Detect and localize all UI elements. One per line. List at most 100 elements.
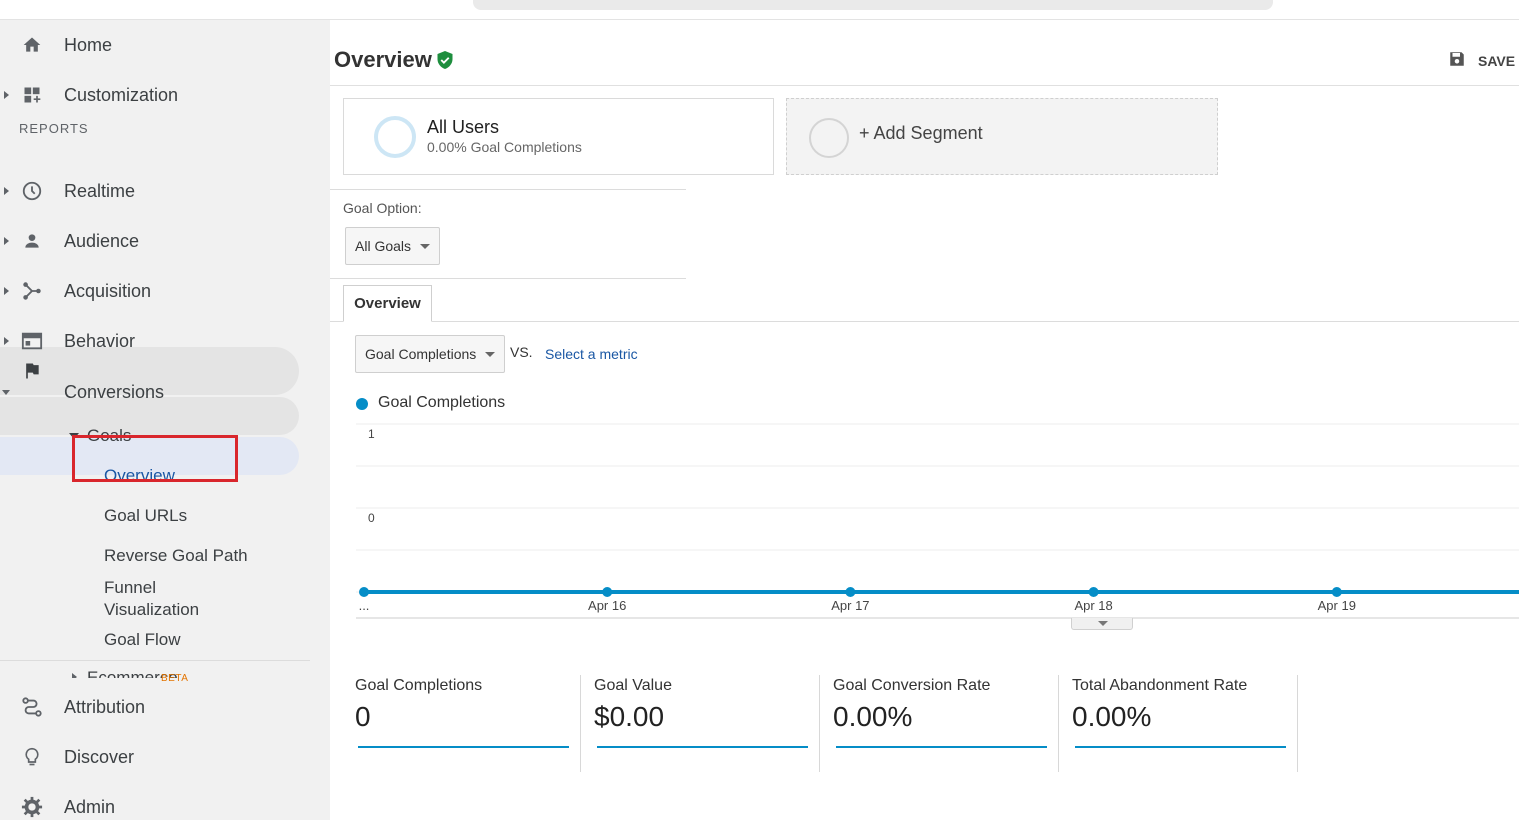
scorecard-goal-conversion-rate[interactable]: Goal Conversion Rate 0.00% (833, 675, 1053, 772)
clock-icon (20, 179, 44, 203)
scorecard-label: Goal Value (594, 677, 672, 694)
scorecard-sparkline (1075, 746, 1286, 748)
sidebar-item-audience[interactable]: Audience (0, 216, 330, 266)
legend-label: Goal Completions (378, 394, 506, 411)
sidebar-item-home[interactable]: Home (0, 20, 330, 70)
chevron-right-icon[interactable] (4, 237, 9, 245)
line-chart (356, 423, 1519, 619)
data-point[interactable] (1088, 587, 1099, 597)
chevron-right-icon[interactable] (4, 287, 9, 295)
segment-name: All Users (427, 117, 500, 137)
scorecard-label: Goal Conversion Rate (833, 677, 991, 694)
y-tick-label: 1 (368, 427, 375, 441)
tab-overview[interactable]: Overview (343, 285, 432, 322)
sidebar-item-label: Acquisition (64, 280, 152, 301)
sidebar-item-label: Home (64, 34, 113, 55)
select-metric-link[interactable]: Select a metric (545, 346, 638, 362)
verified-shield-icon (436, 50, 454, 75)
sidebar-item-funnel-visualization[interactable]: Funnel Visualization (104, 578, 200, 619)
flag-icon (20, 359, 44, 383)
legend-marker (356, 398, 368, 410)
sidebar-item-attribution[interactable]: Attribution (0, 682, 330, 732)
data-point[interactable] (359, 587, 369, 597)
segment-card-all-users[interactable]: All Users 0.00% Goal Completions (343, 98, 774, 175)
dropdown-arrow-icon (420, 244, 430, 249)
scorecard-label: Total Abandonment Rate (1072, 677, 1248, 694)
page-header: Overview SAVE (330, 20, 1519, 86)
conversions-highlight (0, 347, 299, 395)
scorecard-divider (580, 675, 581, 772)
page-title: Overview (334, 47, 432, 72)
scorecard-sparkline (597, 746, 808, 748)
sidebar-item-label: Behavior (64, 330, 136, 351)
scorecard-sparkline (836, 746, 1047, 748)
y-tick-label: 0 (368, 511, 375, 525)
sidebar-item-acquisition[interactable]: Acquisition (0, 266, 330, 316)
lightbulb-icon (20, 745, 44, 769)
scorecard-divider (1297, 675, 1298, 772)
sidebar-item-label: Customization (64, 84, 179, 105)
chevron-down-icon[interactable] (2, 390, 10, 395)
segment-placeholder-icon (809, 118, 849, 158)
sidebar-item-label: Conversions (64, 382, 165, 402)
scorecard-value: 0.00% (833, 701, 913, 732)
sidebar-item-ecommerce[interactable]: Ecommerce (72, 668, 252, 678)
chevron-right-icon (72, 673, 77, 678)
scorecard-goal-value[interactable]: Goal Value $0.00 (594, 675, 814, 772)
sidebar-item-admin[interactable]: Admin (0, 782, 330, 832)
window-icon (20, 329, 44, 353)
overview-highlight (0, 437, 299, 475)
sidebar-item-label: Audience (64, 230, 140, 251)
save-label: SAVE (1478, 52, 1516, 69)
sidebar-item-reverse-goal-path[interactable]: Reverse Goal Path (104, 546, 248, 565)
data-point[interactable] (845, 587, 856, 597)
sidebar-item-label: Admin (64, 796, 116, 817)
reports-section-label: REPORTS (19, 121, 89, 136)
highlight-box (72, 435, 238, 482)
add-segment-button[interactable]: + Add Segment (786, 98, 1218, 175)
segment-ring-icon (374, 116, 416, 158)
save-icon (1448, 50, 1466, 71)
home-icon (20, 33, 44, 57)
sidebar-item-realtime[interactable]: Realtime (0, 166, 330, 216)
goals-highlight (0, 397, 299, 435)
chevron-right-icon[interactable] (4, 337, 9, 345)
sidebar-item-discover[interactable]: Discover (0, 732, 330, 782)
chart-collapse-handle[interactable] (1071, 618, 1133, 630)
save-button[interactable]: SAVE (1448, 50, 1515, 71)
vs-label: VS. (510, 344, 533, 360)
top-search-bar[interactable] (473, 0, 1273, 10)
attribution-icon (20, 695, 44, 719)
scorecard-sparkline (358, 746, 569, 748)
data-point[interactable] (1331, 587, 1342, 597)
dropdown-arrow-icon (485, 352, 495, 357)
segment-subtitle: 0.00% Goal Completions (427, 139, 582, 155)
scorecard-value: 0.00% (1072, 701, 1152, 732)
branch-icon (20, 279, 44, 303)
sidebar-item-conversions[interactable]: Conversions (0, 346, 330, 402)
sidebar-item-label: Realtime (64, 180, 136, 201)
dashboard-grid-icon (20, 83, 44, 107)
sidebar-item-label: Discover (64, 746, 135, 767)
x-tick-label: Apr 16 (588, 598, 627, 613)
sidebar-item-label: Attribution (64, 696, 146, 717)
scorecard-goal-completions[interactable]: Goal Completions 0 (355, 675, 575, 772)
sidebar-item-goal-urls[interactable]: Goal URLs (104, 506, 188, 525)
goal-option-select[interactable]: All Goals (345, 227, 440, 265)
sidebar-item-customization[interactable]: Customization (0, 70, 330, 120)
scorecard-label: Goal Completions (355, 677, 483, 694)
scorecard-value: $0.00 (594, 701, 665, 732)
divider (330, 278, 686, 279)
person-icon (20, 229, 44, 253)
sidebar-item-label: Ecommerce (87, 668, 178, 678)
browser-top-bar (0, 0, 1519, 20)
chevron-right-icon[interactable] (4, 91, 9, 99)
divider (330, 189, 686, 190)
goal-option-label: Goal Option: (343, 200, 422, 216)
data-point[interactable] (602, 587, 613, 597)
scorecard-total-abandonment-rate[interactable]: Total Abandonment Rate 0.00% (1072, 675, 1292, 772)
sidebar-item-behavior[interactable]: Behavior (0, 316, 330, 366)
metric-select[interactable]: Goal Completions (355, 335, 505, 373)
sidebar-item-goal-flow[interactable]: Goal Flow (104, 630, 181, 649)
chevron-right-icon[interactable] (4, 187, 9, 195)
